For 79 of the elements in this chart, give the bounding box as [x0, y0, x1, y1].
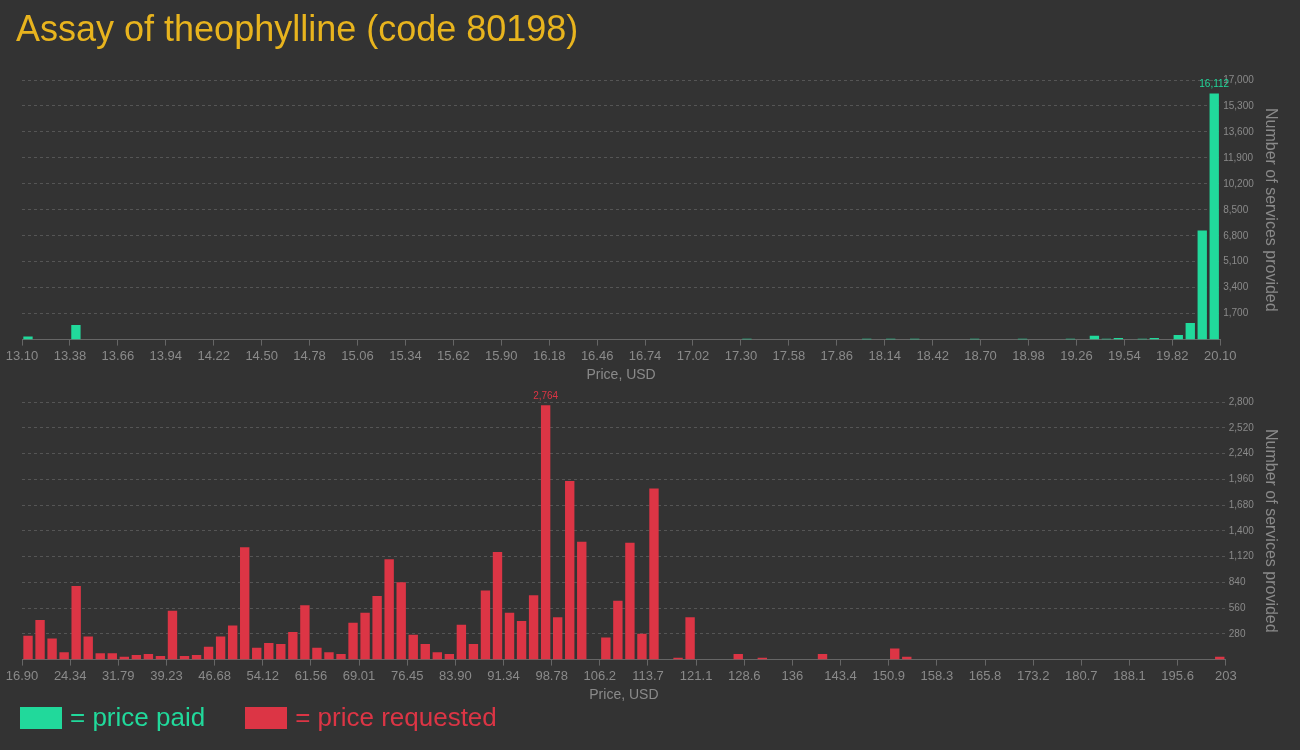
- x-tick-label: 143.4: [824, 667, 857, 683]
- y-tick-label: 1,120: [1228, 550, 1255, 562]
- data-label: 2,764: [533, 390, 559, 402]
- x-tick-label: 13.38: [53, 347, 87, 363]
- x-tick-label: 17.86: [820, 347, 854, 363]
- x-tick-label: 128.6: [727, 667, 761, 683]
- x-tick-label: 98.78: [535, 667, 568, 683]
- x-tick-label: 14.22: [197, 347, 230, 363]
- x-tick-label: 113.7: [632, 667, 664, 683]
- x-tick-label: 17.58: [772, 347, 806, 363]
- x-tick-label: 19.82: [1156, 347, 1189, 363]
- y-tick-label: 15,300: [1223, 99, 1255, 111]
- x-tick-label: 17.30: [724, 347, 758, 363]
- y-tick-label: 5,100: [1223, 255, 1249, 267]
- x-tick-label: 16.90: [5, 667, 39, 683]
- x-tick-label: 13.94: [149, 347, 183, 363]
- legend-label: = price paid: [70, 702, 206, 733]
- x-tick-label: 15.62: [437, 347, 470, 363]
- x-tick-label: 136: [781, 667, 804, 683]
- x-tick-label: 188.1: [1113, 667, 1146, 683]
- x-tick-label: 203: [1214, 667, 1237, 683]
- x-tick-label: 13.66: [101, 347, 135, 363]
- x-axis-title: Price, USD: [586, 366, 656, 383]
- y-tick-label: 1,960: [1228, 473, 1255, 485]
- x-tick-label: 61.56: [294, 667, 328, 683]
- x-tick-label: 83.90: [439, 667, 472, 683]
- y-axis-title: Number of services provided: [1262, 107, 1280, 312]
- x-tick-label: 16.74: [628, 347, 662, 363]
- x-tick-label: 106.2: [583, 667, 617, 683]
- y-axis-title: Number of services provided: [1262, 428, 1280, 633]
- x-tick-label: 173.2: [1016, 667, 1050, 683]
- x-tick-label: 17.02: [676, 347, 710, 363]
- y-tick-label: 2,520: [1228, 421, 1255, 433]
- x-tick-label: 14.78: [293, 347, 326, 363]
- x-tick-label: 69.01: [342, 667, 376, 683]
- x-tick-label: 19.54: [1108, 347, 1141, 363]
- y-tick-label: 280: [1228, 627, 1246, 639]
- y-tick-label: 11,900: [1223, 151, 1254, 163]
- x-axis-title: Price, USD: [589, 686, 659, 703]
- x-tick-label: 46.68: [198, 667, 231, 683]
- x-tick-label: 15.06: [341, 347, 374, 363]
- y-tick-label: 6,800: [1223, 229, 1249, 241]
- y-tick-label: 560: [1228, 601, 1246, 613]
- y-tick-label: 1,400: [1228, 524, 1255, 536]
- legend-label: = price requested: [295, 702, 497, 733]
- chart-title: Assay of theophylline (code 80198): [15, 7, 580, 51]
- y-tick-label: 840: [1228, 576, 1246, 588]
- x-tick-label: 165.8: [968, 667, 1002, 683]
- x-tick-label: 39.23: [150, 667, 183, 683]
- y-tick-label: 8,500: [1223, 203, 1249, 215]
- x-tick-label: 16.18: [532, 347, 566, 363]
- x-tick-label: 54.12: [246, 667, 280, 683]
- x-tick-label: 14.50: [245, 347, 278, 363]
- x-tick-label: 150.9: [872, 667, 905, 683]
- x-tick-label: 76.45: [390, 667, 424, 683]
- x-tick-label: 13.10: [5, 347, 39, 363]
- x-tick-label: 24.34: [53, 667, 87, 683]
- x-tick-label: 18.14: [868, 347, 901, 363]
- x-tick-label: 16.46: [580, 347, 614, 363]
- x-tick-label: 158.3: [920, 667, 954, 683]
- y-tick-label: 10,200: [1223, 177, 1255, 189]
- x-tick-label: 180.7: [1065, 667, 1098, 683]
- x-tick-label: 18.42: [916, 347, 949, 363]
- y-tick-label: 1,680: [1228, 498, 1255, 510]
- x-tick-label: 18.70: [964, 347, 997, 363]
- x-tick-label: 31.79: [102, 667, 135, 683]
- y-tick-label: 2,800: [1228, 395, 1255, 407]
- x-tick-label: 18.98: [1012, 347, 1045, 363]
- y-tick-label: 13,600: [1223, 125, 1255, 137]
- y-tick-label: 2,240: [1228, 447, 1255, 459]
- y-tick-label: 1,700: [1223, 307, 1249, 319]
- y-tick-label: 3,400: [1223, 281, 1249, 293]
- x-tick-label: 20.10: [1203, 347, 1237, 363]
- x-tick-label: 91.34: [487, 667, 520, 683]
- x-tick-label: 121.1: [679, 667, 713, 683]
- x-tick-label: 195.6: [1161, 667, 1194, 683]
- x-tick-label: 15.90: [485, 347, 518, 363]
- x-tick-label: 15.34: [389, 347, 422, 363]
- x-tick-label: 19.26: [1060, 347, 1093, 363]
